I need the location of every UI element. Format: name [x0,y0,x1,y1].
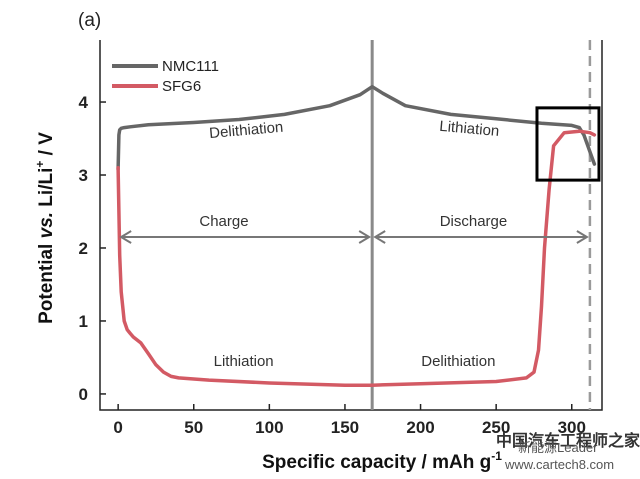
watermark-source: 新能源Leader [518,440,598,455]
watermark: 中国汽车工程师之家 新能源Leader www.cartech8.com [496,431,640,472]
annotation-label: Delithiation [209,119,284,142]
y-axis-title-part3: / V [36,132,57,161]
series-line-sfg6 [116,129,597,387]
watermark-site: 中国汽车工程师之家 [496,431,640,450]
y-axis-title-sup: + [33,161,47,168]
y-axis-title-vs: vs. [36,212,57,238]
axes-frame [99,40,603,411]
legend: NMC111 SFG6 [112,58,219,95]
y-tick-label: 1 [79,312,88,331]
legend-label-sfg6: SFG6 [162,78,201,95]
x-axis-title-main: Specific capacity / mAh g [262,452,491,473]
highlight-box [535,106,601,182]
x-axis-title: Specific capacity / mAh g-1 [262,449,502,473]
series-line-nmc111 [116,84,597,171]
arrow-head-left-0 [119,230,132,244]
x-axis-title-sup: -1 [491,449,502,463]
annotation-label: Lithiation [439,118,500,140]
legend-label-nmc111: NMC111 [162,58,219,75]
panel-label: (a) [78,10,101,31]
y-axis-title-part1: Potential [36,238,57,324]
x-tick-label: 100 [255,418,283,437]
y-axis-title: Potential vs. Li/Li+ / V [33,132,57,324]
x-tick-label: 200 [406,418,434,437]
watermark-url: www.cartech8.com [504,457,614,472]
x-tick-label: 0 [113,418,122,437]
x-tick-label: 50 [184,418,203,437]
arrow-head-right-1 [576,230,589,244]
arrow-head-left-1 [373,230,386,244]
y-tick-label: 2 [79,239,88,258]
y-tick-label: 3 [79,166,88,185]
y-tick-label: 0 [79,385,88,404]
x-tick-label: 250 [482,418,510,437]
x-tick-label: 300 [558,418,586,437]
arrow-head-right-0 [358,230,372,244]
annotation-label: Lithiation [214,353,274,370]
annotation-label: Discharge [440,213,508,230]
annotation-label: Charge [199,213,248,230]
plot-area: 0 50 100 150 200 250 300 0 1 2 3 4 Delithiation Lithi… [79,40,603,437]
x-tick-label: 150 [331,418,359,437]
y-axis-title-part2: Li/Li [36,168,57,212]
y-tick-label: 4 [79,93,89,112]
annotation-label: Delithiation [421,353,495,370]
